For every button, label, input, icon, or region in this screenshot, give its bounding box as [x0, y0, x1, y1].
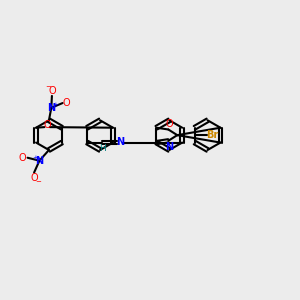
Text: O: O	[30, 173, 38, 183]
Text: N: N	[35, 156, 44, 166]
Text: −: −	[45, 84, 51, 90]
Text: +: +	[32, 155, 38, 161]
Text: O: O	[19, 153, 27, 163]
Text: N: N	[165, 142, 173, 152]
Text: O: O	[48, 85, 56, 96]
Text: O: O	[63, 98, 70, 108]
Text: N: N	[47, 103, 56, 113]
Text: +: +	[52, 102, 59, 108]
Text: Br: Br	[206, 130, 218, 140]
Text: H: H	[99, 144, 105, 153]
Text: −: −	[35, 178, 41, 184]
Text: O: O	[44, 120, 51, 130]
Text: O: O	[165, 118, 173, 128]
Text: N: N	[116, 137, 124, 147]
